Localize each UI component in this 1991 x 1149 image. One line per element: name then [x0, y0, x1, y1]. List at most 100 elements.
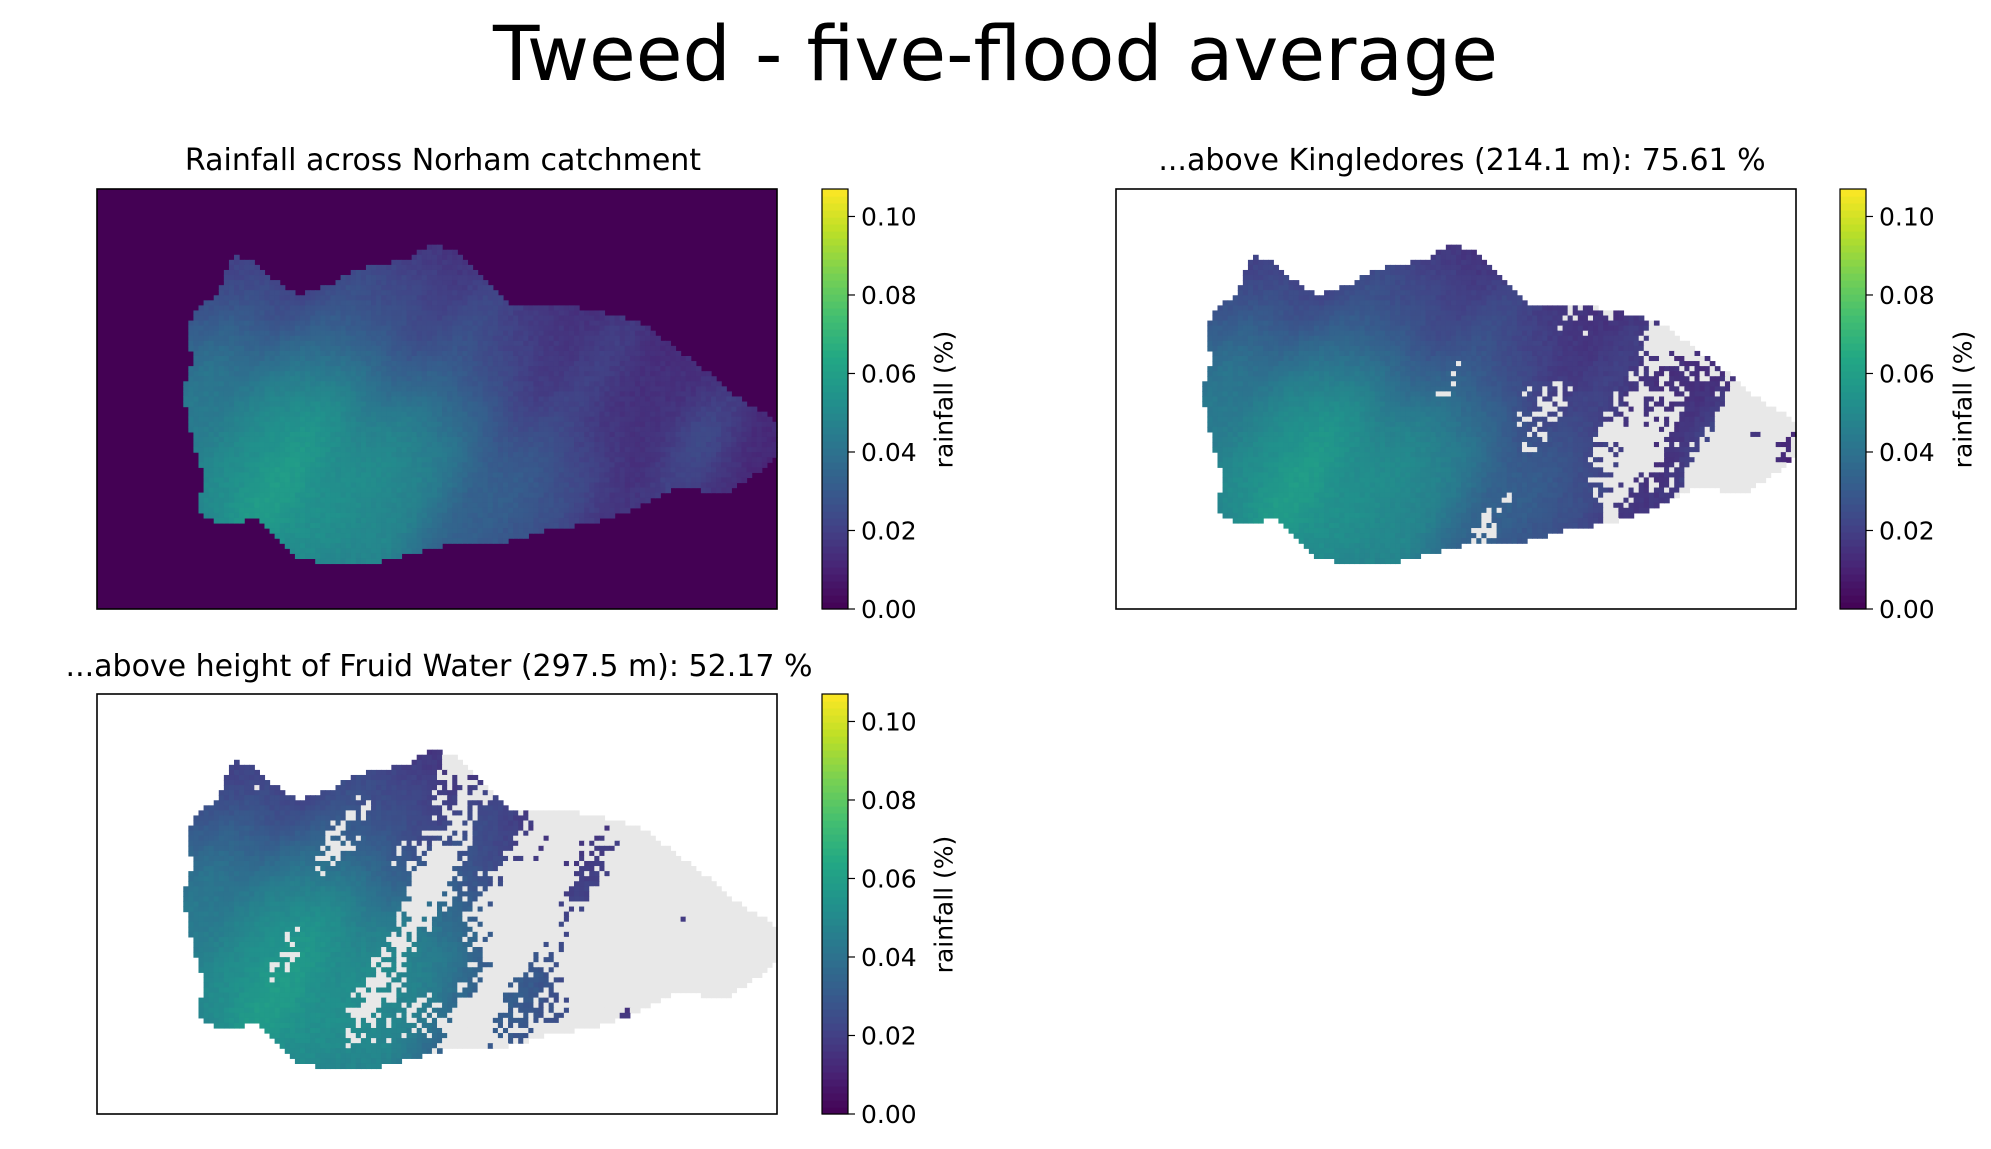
colorbar-segment	[822, 518, 848, 526]
panel-title-norham: Rainfall across Norham catchment	[184, 143, 702, 178]
colorbar-tick-label: 0.02	[1879, 516, 1935, 545]
colorbar-segment	[822, 315, 848, 323]
colorbar-segment	[1840, 602, 1866, 610]
colorbar-segment	[822, 539, 848, 547]
colorbar-segment	[1840, 357, 1866, 365]
colorbar-segment	[822, 1079, 848, 1087]
colorbar-segment	[822, 504, 848, 512]
colorbar-segment	[822, 771, 848, 779]
colorbar-segment	[822, 1107, 848, 1115]
colorbar-segment	[1840, 273, 1866, 281]
colorbar-segment	[1840, 364, 1866, 372]
colorbar-segment	[822, 1037, 848, 1045]
colorbar-segment	[1840, 315, 1866, 323]
colorbar-tick-label: 0.08	[1879, 281, 1935, 310]
colorbar-segment	[822, 939, 848, 947]
colorbar-segment	[1840, 539, 1866, 547]
colorbar-segment	[822, 567, 848, 575]
colorbar-segment	[822, 995, 848, 1003]
colorbar-segment	[1840, 399, 1866, 407]
colorbar-segment	[822, 1044, 848, 1052]
colorbar-segment	[1840, 546, 1866, 554]
colorbar-segment	[1840, 497, 1866, 505]
colorbar-segment	[1840, 427, 1866, 435]
colorbar-segment	[822, 1058, 848, 1066]
colorbar-segment	[822, 441, 848, 449]
colorbar-segment	[1840, 595, 1866, 603]
colorbar-segment	[822, 350, 848, 358]
colorbar-segment	[822, 1100, 848, 1108]
colorbar-segment	[1840, 504, 1866, 512]
colorbar-segment	[822, 1023, 848, 1031]
colorbar-segment	[822, 708, 848, 716]
colorbar-segment	[822, 476, 848, 484]
colorbar-segment	[1840, 406, 1866, 414]
colorbar-segment	[822, 1093, 848, 1101]
colorbar-segment	[822, 273, 848, 281]
colorbar-segment	[822, 553, 848, 561]
colorbar-segment	[822, 238, 848, 246]
colorbar-segment	[822, 806, 848, 814]
colorbar-segment	[1840, 224, 1866, 232]
colorbar-segment	[822, 694, 848, 702]
colorbar-segment	[822, 413, 848, 421]
colorbar-frame	[821, 693, 849, 1115]
panel-title-fruid-water: ...above height of Fruid Water (297.5 m)…	[65, 649, 813, 684]
colorbar-segment	[822, 280, 848, 288]
colorbar-segment	[822, 231, 848, 239]
colorbar-segment	[822, 266, 848, 274]
colorbar-segment	[822, 1086, 848, 1094]
colorbar-segment	[822, 876, 848, 884]
colorbar-segment	[822, 189, 848, 197]
colorbar-segment	[822, 490, 848, 498]
colorbar-segment	[822, 946, 848, 954]
colorbar-segment	[822, 343, 848, 351]
colorbar-tick-label: 0.04	[861, 438, 917, 467]
colorbar-segment	[822, 525, 848, 533]
colorbar-segment	[1840, 203, 1866, 211]
colorbar-segment	[1840, 259, 1866, 267]
colorbar-tick-label: 0.02	[861, 1021, 917, 1050]
colorbar-segment	[1840, 294, 1866, 302]
colorbar-segment	[1840, 574, 1866, 582]
colorbar-tick-label: 0.10	[1879, 202, 1935, 231]
colorbar-segment	[822, 736, 848, 744]
colorbar-segment	[822, 252, 848, 260]
colorbar-segment	[1840, 245, 1866, 253]
colorbar-segment	[822, 750, 848, 758]
colorbar-segment	[822, 455, 848, 463]
colorbar-segment	[1840, 567, 1866, 575]
colorbar-segment	[822, 855, 848, 863]
colorbar-segment	[1840, 462, 1866, 470]
colorbar-segment	[1840, 196, 1866, 204]
colorbar-segment	[1840, 210, 1866, 218]
colorbar-segment	[1840, 308, 1866, 316]
colorbar-segment	[822, 834, 848, 842]
colorbar-segment	[822, 245, 848, 253]
colorbar-segment	[1840, 518, 1866, 526]
colorbar-segment	[822, 217, 848, 225]
colorbar-segment	[822, 904, 848, 912]
colorbar-segment	[1840, 511, 1866, 519]
colorbar-tick-label: 0.00	[861, 1100, 917, 1129]
colorbar-segment	[1840, 280, 1866, 288]
colorbar-tick-label: 0.10	[861, 202, 917, 231]
colorbar-segment	[822, 967, 848, 975]
colorbar-segment	[1840, 252, 1866, 260]
colorbar-segment	[822, 329, 848, 337]
colorbar-segment	[822, 259, 848, 267]
colorbar-segment	[822, 799, 848, 807]
colorbar-segment	[822, 729, 848, 737]
colorbar-segment	[1840, 455, 1866, 463]
colorbar-segment	[822, 701, 848, 709]
colorbar-segment	[822, 848, 848, 856]
heatmap-panel-2: 0.00 0.02 0.04 0.06 0.08 0.10	[96, 693, 917, 1129]
colorbar-segment	[1840, 588, 1866, 596]
heatmap-panel-0: 0.00 0.02 0.04 0.06 0.08 0.10	[96, 188, 917, 624]
colorbar-segment	[822, 1072, 848, 1080]
axes-frame	[96, 693, 778, 1115]
colorbar-segment	[822, 497, 848, 505]
colorbar-tick-label: 0.02	[861, 516, 917, 545]
colorbar-segment	[822, 792, 848, 800]
colorbar-segment	[822, 785, 848, 793]
